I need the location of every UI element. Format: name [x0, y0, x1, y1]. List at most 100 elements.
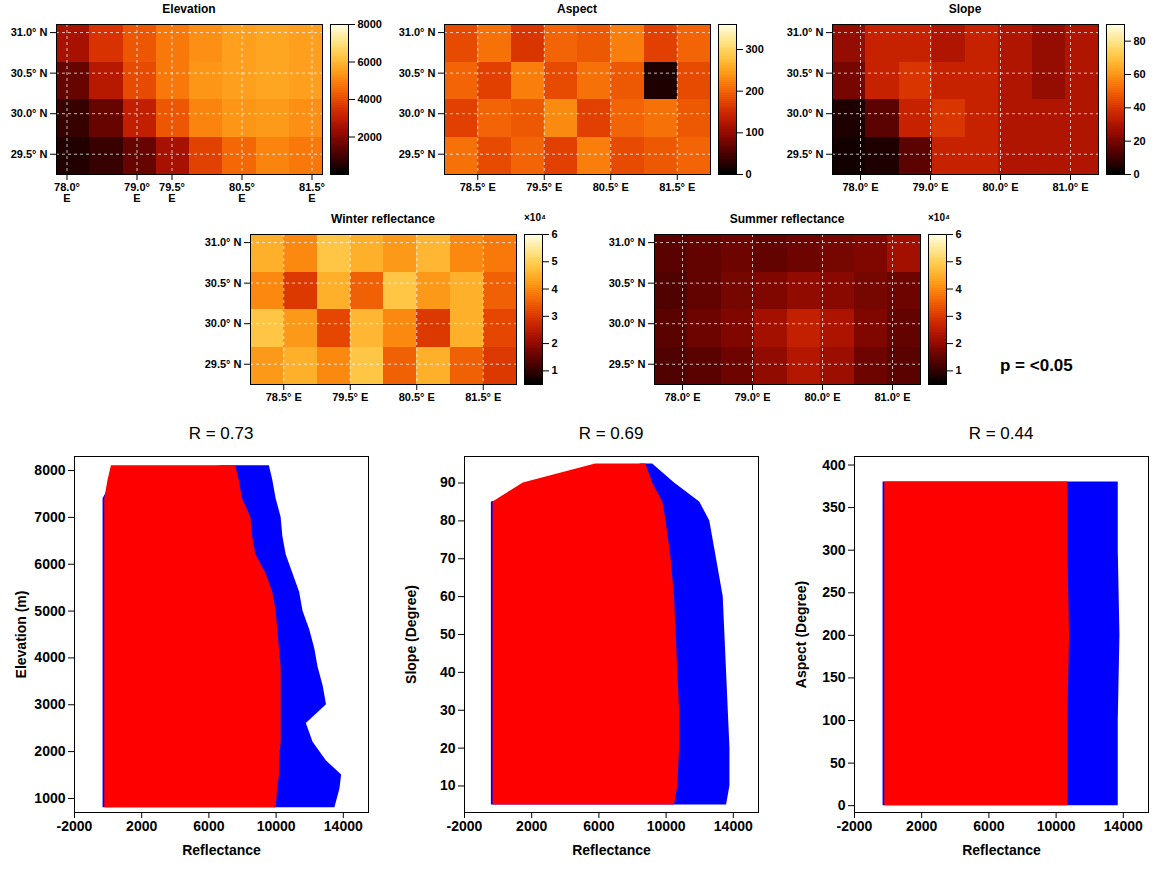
- svg-text:80.5° E: 80.5° E: [593, 181, 629, 193]
- svg-text:Reflectance: Reflectance: [962, 842, 1041, 858]
- svg-text:70: 70: [440, 550, 456, 566]
- svg-text:29.5° N: 29.5° N: [609, 358, 646, 370]
- svg-text:2000: 2000: [126, 818, 157, 834]
- svg-text:200: 200: [822, 627, 846, 643]
- svg-text:250: 250: [822, 584, 846, 600]
- svg-text:6000: 6000: [973, 818, 1004, 834]
- svg-text:4: 4: [552, 283, 559, 295]
- svg-text:78.0° E: 78.0° E: [664, 391, 700, 403]
- svg-text:14000: 14000: [324, 818, 363, 834]
- svg-text:81.0° E: 81.0° E: [1052, 181, 1088, 193]
- svg-text:80.0° E: 80.0° E: [804, 391, 840, 403]
- svg-text:400: 400: [822, 456, 846, 472]
- svg-text:81.5° E: 81.5° E: [659, 181, 695, 193]
- svg-text:50: 50: [830, 755, 846, 771]
- svg-text:20: 20: [1134, 135, 1146, 147]
- svg-text:29.5° N: 29.5° N: [205, 358, 242, 370]
- svg-text:2000: 2000: [34, 743, 65, 759]
- svg-text:80: 80: [440, 512, 456, 528]
- svg-text:0: 0: [838, 797, 846, 813]
- svg-text:10: 10: [440, 777, 456, 793]
- svg-text:31.0° N: 31.0° N: [11, 26, 48, 38]
- svg-text:3: 3: [956, 310, 962, 322]
- svg-text:30.5° N: 30.5° N: [399, 67, 436, 79]
- svg-text:14000: 14000: [1104, 818, 1143, 834]
- svg-text:80.5°E: 80.5°E: [229, 181, 255, 204]
- svg-text:0: 0: [1134, 168, 1140, 180]
- svg-text:Reflectance: Reflectance: [182, 842, 261, 858]
- svg-text:78.0°E: 78.0°E: [54, 181, 80, 204]
- svg-text:6000: 6000: [358, 56, 382, 68]
- svg-text:30.0° N: 30.0° N: [609, 317, 646, 329]
- svg-text:5: 5: [552, 255, 558, 267]
- svg-text:0: 0: [746, 168, 752, 180]
- svg-text:78.0° E: 78.0° E: [842, 181, 878, 193]
- svg-text:80: 80: [1134, 35, 1146, 47]
- svg-text:Reflectance: Reflectance: [572, 842, 651, 858]
- svg-text:150: 150: [822, 669, 846, 685]
- svg-text:30.5° N: 30.5° N: [205, 277, 242, 289]
- svg-text:31.0° N: 31.0° N: [609, 236, 646, 248]
- svg-text:14000: 14000: [714, 818, 753, 834]
- svg-text:7000: 7000: [34, 509, 65, 525]
- svg-text:81.5° E: 81.5° E: [465, 391, 501, 403]
- svg-text:300: 300: [822, 542, 846, 558]
- svg-text:8000: 8000: [358, 18, 382, 30]
- svg-text:79.5°E: 79.5°E: [159, 181, 185, 204]
- svg-text:3000: 3000: [34, 696, 65, 712]
- svg-text:-2000: -2000: [57, 818, 93, 834]
- svg-text:100: 100: [822, 712, 846, 728]
- svg-text:3: 3: [552, 310, 558, 322]
- svg-text:Aspect (Degree): Aspect (Degree): [793, 581, 809, 688]
- svg-text:5000: 5000: [34, 603, 65, 619]
- svg-text:1000: 1000: [34, 790, 65, 806]
- svg-text:79.5° E: 79.5° E: [526, 181, 562, 193]
- svg-text:79.0° E: 79.0° E: [734, 391, 770, 403]
- svg-text:1: 1: [956, 364, 962, 376]
- svg-text:350: 350: [822, 499, 846, 515]
- svg-text:30.5° N: 30.5° N: [11, 67, 48, 79]
- svg-text:29.5° N: 29.5° N: [787, 148, 824, 160]
- svg-text:2: 2: [956, 337, 962, 349]
- svg-text:60: 60: [1134, 68, 1146, 80]
- svg-text:100: 100: [746, 126, 764, 138]
- svg-text:30.5° N: 30.5° N: [787, 67, 824, 79]
- svg-text:10000: 10000: [257, 818, 296, 834]
- svg-text:50: 50: [440, 626, 456, 642]
- svg-text:200: 200: [746, 85, 764, 97]
- svg-text:Elevation (m): Elevation (m): [13, 591, 29, 679]
- svg-text:60: 60: [440, 588, 456, 604]
- svg-text:40: 40: [440, 664, 456, 680]
- svg-text:29.5° N: 29.5° N: [11, 148, 48, 160]
- svg-text:31.0° N: 31.0° N: [399, 26, 436, 38]
- svg-text:29.5° N: 29.5° N: [399, 148, 436, 160]
- svg-text:4000: 4000: [34, 649, 65, 665]
- svg-text:2000: 2000: [516, 818, 547, 834]
- svg-text:2: 2: [552, 337, 558, 349]
- svg-text:81.5°E: 81.5°E: [299, 181, 325, 204]
- svg-text:5: 5: [956, 255, 962, 267]
- svg-text:31.0° N: 31.0° N: [787, 26, 824, 38]
- svg-text:20: 20: [440, 740, 456, 756]
- svg-text:10000: 10000: [647, 818, 686, 834]
- svg-text:30: 30: [440, 702, 456, 718]
- svg-text:78.5° E: 78.5° E: [266, 391, 302, 403]
- svg-text:4: 4: [956, 283, 963, 295]
- svg-text:1: 1: [552, 364, 558, 376]
- svg-text:31.0° N: 31.0° N: [205, 236, 242, 248]
- svg-text:81.0° E: 81.0° E: [874, 391, 910, 403]
- svg-text:Slope (Degree): Slope (Degree): [403, 585, 419, 684]
- svg-text:30.0° N: 30.0° N: [787, 107, 824, 119]
- svg-text:90: 90: [440, 474, 456, 490]
- svg-text:30.0° N: 30.0° N: [205, 317, 242, 329]
- svg-text:2000: 2000: [358, 131, 382, 143]
- svg-text:-2000: -2000: [837, 818, 873, 834]
- svg-text:40: 40: [1134, 101, 1146, 113]
- svg-text:79.5° E: 79.5° E: [332, 391, 368, 403]
- svg-text:300: 300: [746, 43, 764, 55]
- svg-text:-2000: -2000: [447, 818, 483, 834]
- svg-text:2000: 2000: [906, 818, 937, 834]
- svg-text:30.0° N: 30.0° N: [11, 107, 48, 119]
- svg-text:30.0° N: 30.0° N: [399, 107, 436, 119]
- svg-text:79.0° E: 79.0° E: [912, 181, 948, 193]
